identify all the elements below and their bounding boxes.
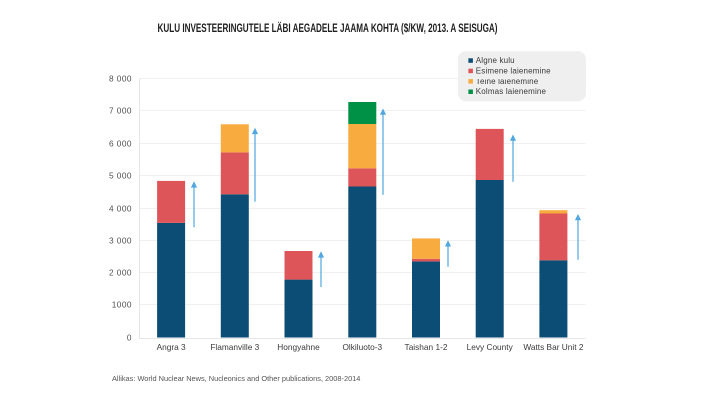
svg-text:6 000: 6 000 [109, 138, 132, 148]
svg-text:8 000: 8 000 [109, 73, 132, 83]
svg-text:Taishan 1-2: Taishan 1-2 [405, 342, 448, 352]
svg-text:3 000: 3 000 [109, 235, 132, 245]
svg-text:Angra 3: Angra 3 [157, 342, 186, 352]
svg-text:4 000: 4 000 [109, 203, 132, 213]
svg-text:2 000: 2 000 [109, 267, 132, 277]
svg-text:0: 0 [127, 332, 132, 342]
svg-text:Esimene laienemine: Esimene laienemine [476, 67, 551, 76]
svg-text:Levy County: Levy County [467, 342, 514, 352]
svg-text:Hongyahne: Hongyahne [277, 342, 320, 352]
svg-text:KULU INVESTEERINGUTELE LÄBI AE: KULU INVESTEERINGUTELE LÄBI AEGADELE JAA… [158, 22, 498, 35]
svg-text:7 000: 7 000 [109, 105, 132, 115]
svg-text:Olkiluoto-3: Olkiluoto-3 [342, 342, 382, 352]
svg-text:Allikas: World Nuclear News, N: Allikas: World Nuclear News, Nucleonics … [112, 374, 360, 383]
svg-text:Teine laienemine: Teine laienemine [476, 77, 539, 86]
svg-text:1000: 1000 [112, 299, 132, 309]
svg-text:Kolmas laienemine: Kolmas laienemine [476, 87, 547, 96]
svg-text:Flamanville 3: Flamanville 3 [210, 342, 259, 352]
svg-text:Watts Bar Unit 2: Watts Bar Unit 2 [523, 342, 583, 352]
svg-text:Algne kulu: Algne kulu [476, 56, 515, 65]
svg-text:5 000: 5 000 [109, 170, 132, 180]
